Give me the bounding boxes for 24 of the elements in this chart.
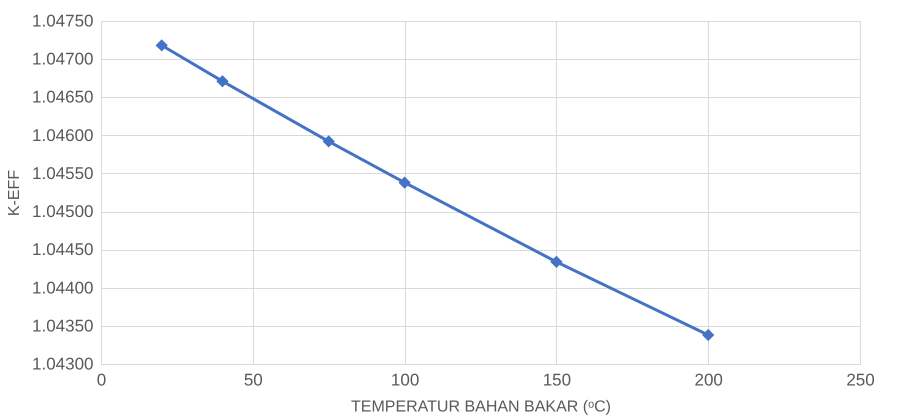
y-tick-label: 1.04600 xyxy=(32,126,94,145)
y-tick-label: 1.04500 xyxy=(32,202,94,222)
point xyxy=(216,75,229,88)
y-tick-label: 1.04650 xyxy=(32,88,94,107)
y-tick-label: 1.04350 xyxy=(32,316,94,336)
y-tick-label: 1.04450 xyxy=(32,240,94,260)
point xyxy=(550,256,563,268)
y-tick-label: 1.04550 xyxy=(32,164,94,183)
point xyxy=(398,176,411,189)
x-tick-label: 150 xyxy=(542,370,572,390)
y-tick-label: 1.04700 xyxy=(32,50,94,69)
y-axis-title: K-EFF xyxy=(6,170,24,216)
y-tick-label: 1.04400 xyxy=(32,278,94,298)
x-tick-label: 0 xyxy=(96,370,106,390)
x-tick-label: 50 xyxy=(244,370,263,390)
y-tick-label: 1.04750 xyxy=(32,12,94,30)
point xyxy=(156,39,168,52)
x-tick-label: 250 xyxy=(846,370,875,390)
point xyxy=(702,328,714,342)
y-tick-label: 1.04300 xyxy=(32,354,94,374)
point xyxy=(322,135,335,148)
x-tick-label: 200 xyxy=(694,370,723,390)
x-axis-title: TEMPERATUR BAHAN BAKAR (ᵒC) xyxy=(351,398,611,416)
x-tick-label: 100 xyxy=(390,370,420,390)
